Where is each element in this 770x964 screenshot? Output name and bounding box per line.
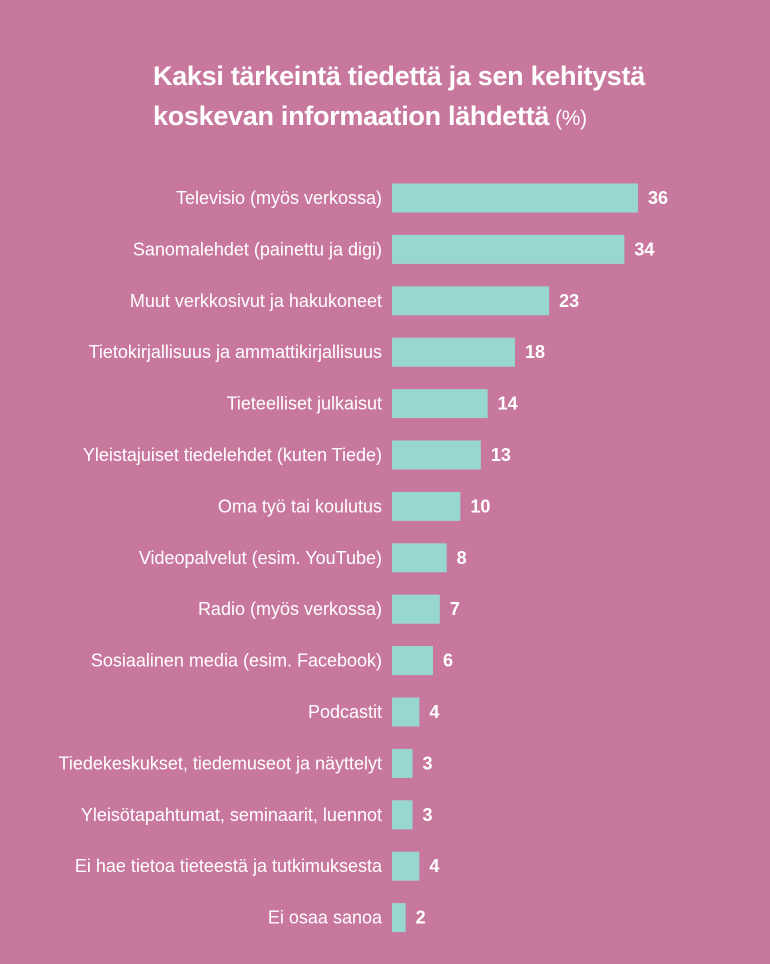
- value-label: 2: [416, 908, 426, 928]
- value-label: 36: [648, 188, 668, 208]
- bar-row: Yleistajuiset tiedelehdet (kuten Tiede) 1…: [83, 440, 511, 470]
- value-label: 14: [498, 394, 518, 414]
- category-label: Tietokirjallisuus ja ammattikirjallisuus: [89, 342, 382, 362]
- bar-row: Muut verkkosivut ja hakukoneet 23: [130, 286, 579, 316]
- category-label: Videopalvelut (esim. YouTube): [139, 548, 382, 568]
- category-label: Oma työ tai koulutus: [218, 496, 382, 516]
- category-label: Yleistajuiset tiedelehdet (kuten Tiede): [83, 445, 382, 465]
- category-label: Televisio (myös verkossa): [176, 188, 382, 208]
- bar: [392, 697, 420, 727]
- bar: [392, 543, 447, 573]
- value-label: 8: [457, 548, 467, 568]
- bar: [392, 389, 488, 419]
- category-label: Yleisötapahtumat, seminaarit, luennot: [81, 805, 382, 825]
- value-label: 7: [450, 599, 460, 619]
- bar-row: Tieteelliset julkaisut 14: [227, 389, 518, 419]
- value-label: 3: [423, 753, 433, 773]
- category-label: Sosiaalinen media (esim. Facebook): [91, 651, 382, 671]
- bar-row: Ei osaa sanoa 2: [268, 903, 426, 933]
- bar-row: Sosiaalinen media (esim. Facebook) 6: [91, 646, 453, 676]
- value-label: 23: [559, 291, 579, 311]
- value-label: 3: [423, 805, 433, 825]
- bar-row: Radio (myös verkossa) 7: [198, 594, 460, 624]
- bar-row: Videopalvelut (esim. YouTube) 8: [139, 543, 467, 573]
- bar-row: Tietokirjallisuus ja ammattikirjallisuus…: [89, 337, 545, 367]
- bar: [392, 337, 515, 367]
- category-label: Ei hae tietoa tieteestä ja tutkimuksesta: [75, 856, 383, 876]
- bar-row: Podcastit 4: [308, 697, 439, 727]
- bar: [392, 491, 461, 521]
- bar-row: Yleisötapahtumat, seminaarit, luennot 3: [81, 800, 433, 830]
- bar: [392, 748, 413, 778]
- value-label: 6: [443, 651, 453, 671]
- chart-title-unit: (%): [555, 107, 587, 130]
- category-label: Sanomalehdet (painettu ja digi): [133, 239, 382, 259]
- value-label: 18: [525, 342, 545, 362]
- category-label: Ei osaa sanoa: [268, 908, 383, 928]
- bar-row: Oma työ tai koulutus 10: [218, 491, 490, 521]
- value-label: 34: [634, 239, 654, 259]
- category-label: Podcastit: [308, 702, 382, 722]
- bar: [392, 234, 625, 264]
- bar: [392, 903, 406, 933]
- bar-row: Tiedekeskukset, tiedemuseot ja näyttelyt…: [59, 748, 433, 778]
- bar-row: Televisio (myös verkossa) 36: [176, 183, 668, 213]
- bar-row: Sanomalehdet (painettu ja digi) 34: [133, 234, 654, 264]
- bar: [392, 183, 638, 213]
- chart-title-text: Kaksi tärkeintä tiedettä ja sen kehityst…: [153, 61, 645, 131]
- category-label: Radio (myös verkossa): [198, 599, 382, 619]
- bar-row: Ei hae tietoa tieteestä ja tutkimuksesta…: [75, 851, 439, 881]
- value-label: 4: [429, 702, 439, 722]
- bar: [392, 851, 420, 881]
- category-label: Muut verkkosivut ja hakukoneet: [130, 291, 382, 311]
- value-label: 4: [429, 856, 439, 876]
- bar: [392, 440, 481, 470]
- bar: [392, 646, 433, 676]
- bar: [392, 800, 413, 830]
- value-label: 13: [491, 445, 511, 465]
- bar: [392, 594, 440, 624]
- chart-title: Kaksi tärkeintä tiedettä ja sen kehityst…: [153, 56, 753, 139]
- category-label: Tiedekeskukset, tiedemuseot ja näyttelyt: [59, 753, 383, 773]
- category-label: Tieteelliset julkaisut: [227, 394, 382, 414]
- bar: [392, 286, 550, 316]
- value-label: 10: [470, 496, 490, 516]
